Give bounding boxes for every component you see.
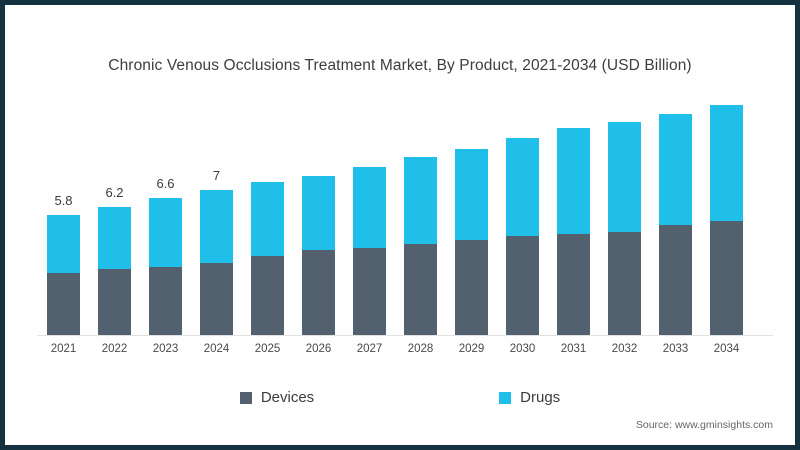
bar-2026[interactable] bbox=[302, 175, 335, 335]
x-tick-2022: 2022 bbox=[101, 343, 128, 355]
x-tick-2030: 2030 bbox=[509, 343, 536, 355]
bar-value-label-2024: 7 bbox=[212, 168, 221, 184]
bar-2034[interactable] bbox=[710, 105, 743, 335]
x-tick-2026: 2026 bbox=[305, 343, 332, 355]
bar-value-label-2021: 5.8 bbox=[54, 193, 73, 208]
bar-2024[interactable] bbox=[200, 190, 233, 335]
bar-2022[interactable] bbox=[98, 206, 131, 335]
bar-segment-drugs-2029[interactable] bbox=[455, 148, 488, 240]
legend-swatch-drugs bbox=[499, 391, 512, 404]
bar-segment-devices-2021[interactable] bbox=[47, 272, 80, 335]
bar-segment-devices-2033[interactable] bbox=[659, 225, 692, 335]
bar-2033[interactable] bbox=[659, 113, 692, 335]
x-tick-2028: 2028 bbox=[407, 343, 434, 355]
bar-value-label-2023: 6.6 bbox=[156, 176, 175, 192]
bar-segment-devices-2031[interactable] bbox=[557, 233, 590, 335]
bar-segment-devices-2022[interactable] bbox=[98, 268, 131, 335]
bar-value-label-2022: 6.2 bbox=[105, 184, 124, 200]
bar-segment-devices-2023[interactable] bbox=[149, 266, 182, 335]
bar-segment-devices-2025[interactable] bbox=[251, 256, 284, 335]
bar-segment-drugs-2032[interactable] bbox=[608, 121, 641, 232]
x-tick-2025: 2025 bbox=[254, 343, 281, 355]
x-tick-2021: 2021 bbox=[50, 343, 77, 355]
bar-segment-drugs-2025[interactable] bbox=[251, 181, 284, 257]
bar-2028[interactable] bbox=[404, 157, 437, 335]
bar-segment-devices-2030[interactable] bbox=[506, 235, 539, 335]
bar-segment-drugs-2022[interactable] bbox=[98, 206, 131, 269]
bar-2031[interactable] bbox=[557, 128, 590, 335]
chart-title: Chronic Venous Occlusions Treatment Mark… bbox=[108, 57, 692, 74]
legend-label-drugs: Drugs bbox=[520, 389, 561, 406]
bar-segment-drugs-2033[interactable] bbox=[659, 113, 692, 226]
bar-2027[interactable] bbox=[353, 167, 386, 335]
bar-2032[interactable] bbox=[608, 121, 641, 335]
bar-segment-drugs-2030[interactable] bbox=[506, 138, 539, 236]
bar-2029[interactable] bbox=[455, 148, 488, 335]
source-attribution: Source: www.gminsights.com bbox=[635, 419, 773, 431]
bar-segment-drugs-2028[interactable] bbox=[404, 157, 437, 244]
bar-segment-drugs-2024[interactable] bbox=[200, 190, 233, 263]
x-axis-line bbox=[37, 335, 773, 336]
x-tick-2031: 2031 bbox=[560, 343, 587, 355]
bar-segment-drugs-2027[interactable] bbox=[353, 167, 386, 249]
x-tick-2029: 2029 bbox=[458, 343, 485, 355]
legend-item-drugs[interactable]: Drugs bbox=[499, 389, 560, 406]
legend-swatch-devices bbox=[239, 391, 252, 404]
bar-segment-devices-2026[interactable] bbox=[302, 250, 335, 335]
bar-segment-drugs-2034[interactable] bbox=[710, 105, 743, 222]
bar-segment-drugs-2021[interactable] bbox=[47, 215, 80, 273]
bar-2025[interactable] bbox=[251, 181, 284, 335]
x-tick-2034: 2034 bbox=[713, 343, 740, 355]
x-tick-2032: 2032 bbox=[611, 343, 638, 355]
bar-segment-devices-2032[interactable] bbox=[608, 231, 641, 335]
x-tick-2033: 2033 bbox=[662, 343, 689, 355]
bar-2030[interactable] bbox=[506, 138, 539, 335]
bar-segment-devices-2027[interactable] bbox=[353, 248, 386, 335]
legend-label-devices: Devices bbox=[260, 389, 315, 406]
legend-item-devices[interactable]: Devices bbox=[239, 389, 315, 406]
bar-segment-devices-2034[interactable] bbox=[710, 221, 743, 335]
bar-2023[interactable] bbox=[149, 198, 182, 335]
x-tick-2023: 2023 bbox=[152, 343, 179, 355]
bar-segment-devices-2028[interactable] bbox=[404, 243, 437, 335]
bar-2021[interactable] bbox=[47, 215, 80, 335]
x-tick-2024: 2024 bbox=[203, 343, 230, 355]
x-tick-2027: 2027 bbox=[356, 343, 383, 355]
bar-segment-drugs-2026[interactable] bbox=[302, 175, 335, 251]
bar-segment-drugs-2031[interactable] bbox=[557, 128, 590, 234]
bar-segment-devices-2029[interactable] bbox=[455, 239, 488, 335]
bar-segment-drugs-2023[interactable] bbox=[149, 198, 182, 267]
chart-canvas: Chronic Venous Occlusions Treatment Mark… bbox=[5, 5, 795, 445]
chart-legend: Devices Drugs bbox=[5, 389, 795, 406]
bar-segment-devices-2024[interactable] bbox=[200, 262, 233, 335]
